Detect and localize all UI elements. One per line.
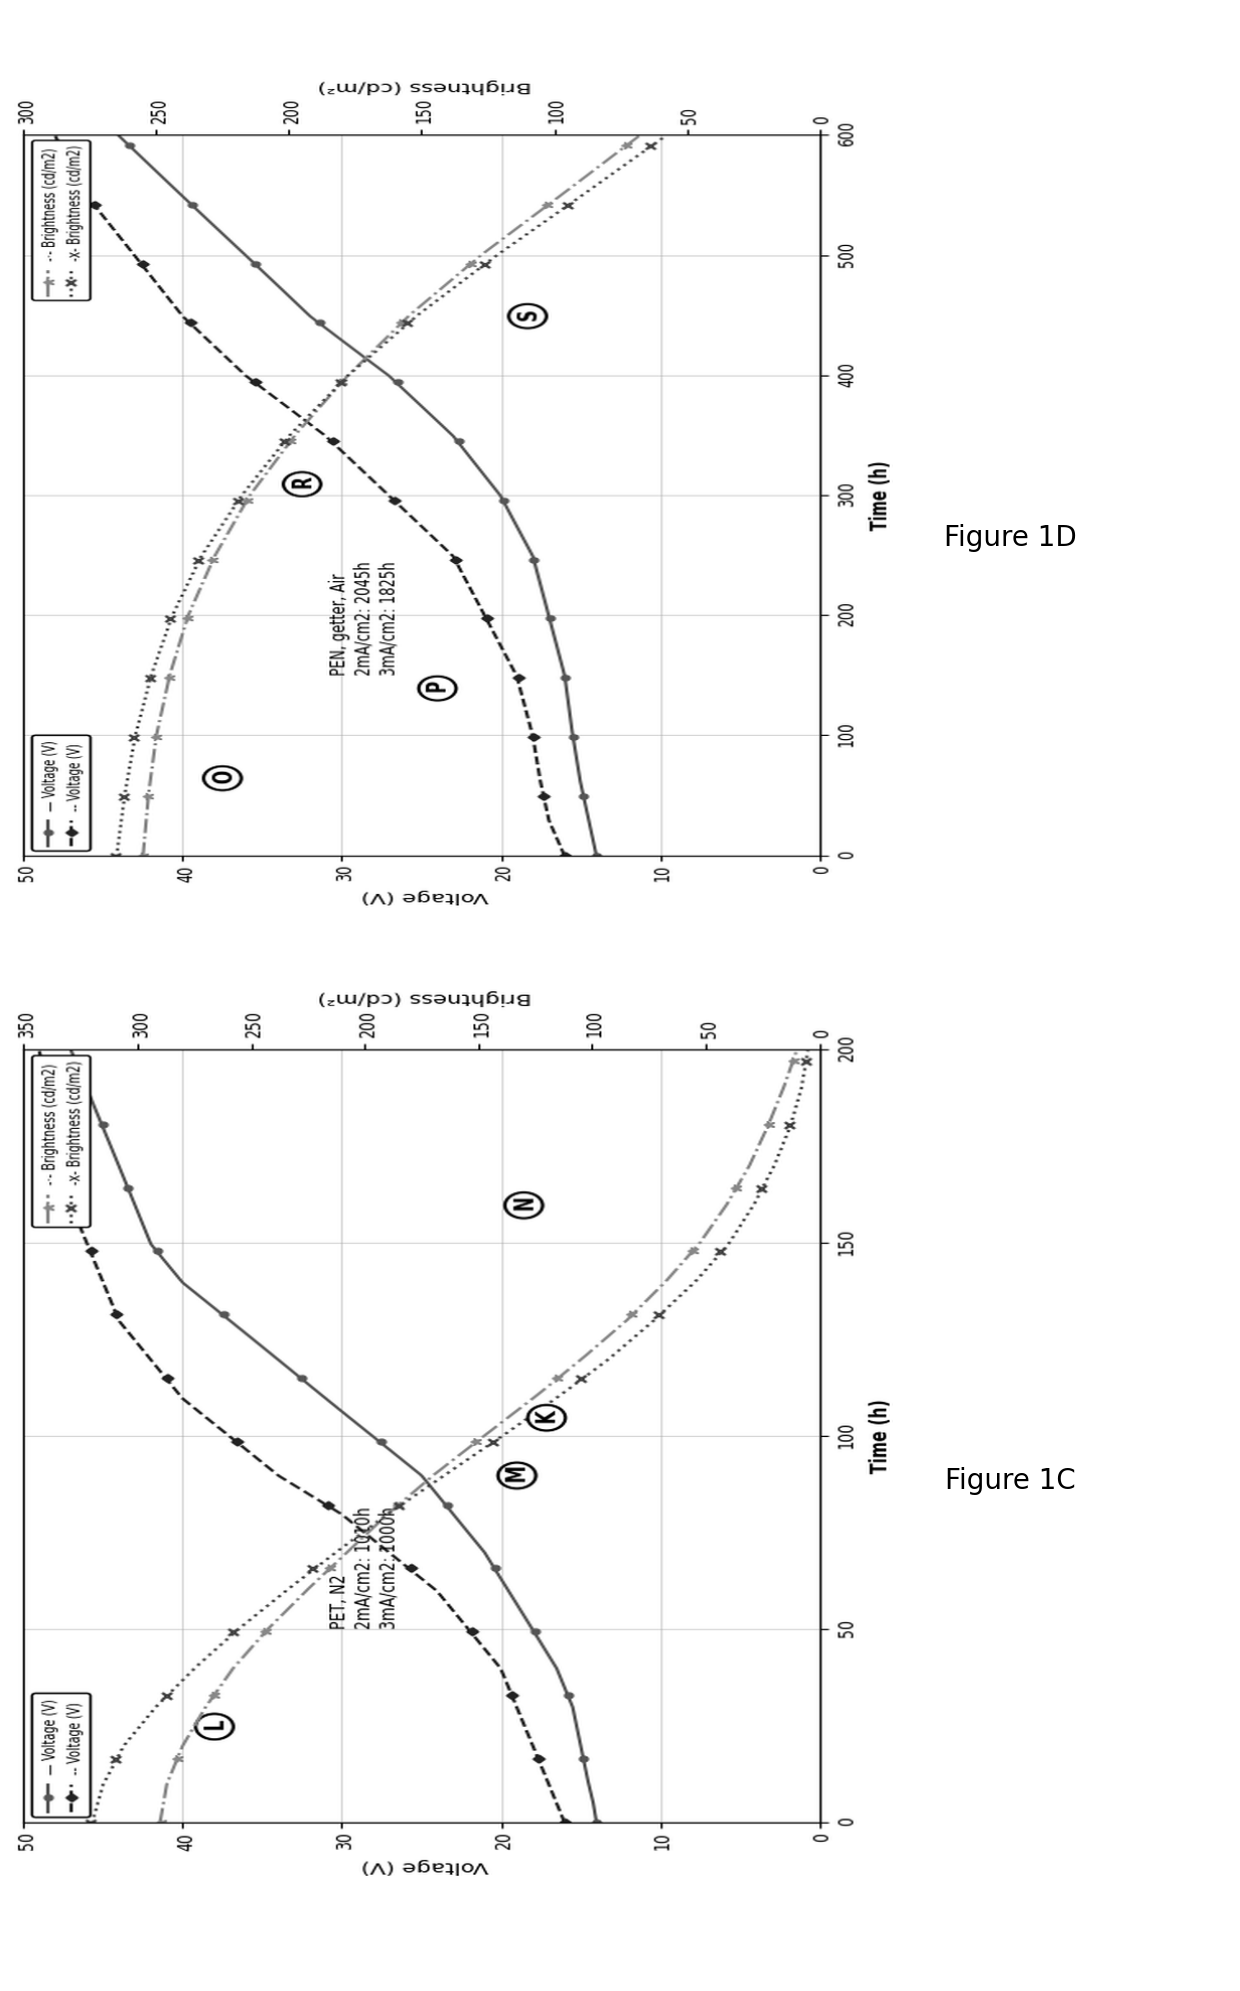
Text: Figure 1C: Figure 1C [945,1467,1075,1495]
Text: Figure 1D: Figure 1D [944,524,1076,552]
